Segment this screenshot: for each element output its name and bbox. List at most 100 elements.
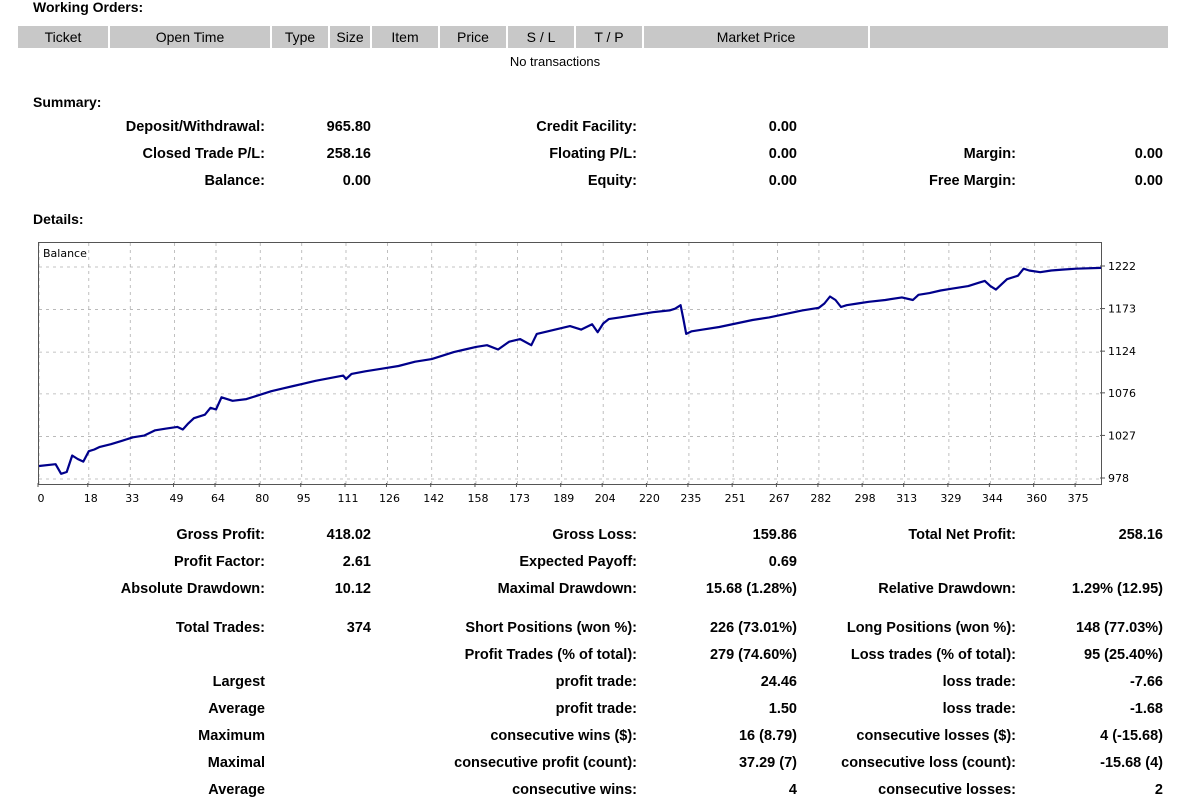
x-tick-label: 360 bbox=[1026, 492, 1047, 505]
stat-value: -1.68 bbox=[1129, 701, 1163, 717]
stat-label: Profit Trades (% of total): bbox=[464, 647, 637, 663]
balance-chart: Balance bbox=[38, 242, 1102, 485]
stat-label: Absolute Drawdown: bbox=[120, 581, 265, 597]
x-tick-label: 235 bbox=[680, 492, 701, 505]
stat-value: 2.61 bbox=[342, 554, 371, 570]
stat-label: Loss trades (% of total): bbox=[850, 647, 1016, 663]
stat-label: consecutive loss (count): bbox=[841, 755, 1016, 771]
stat-value: 0.69 bbox=[768, 554, 797, 570]
stat-value: 2 bbox=[1154, 782, 1163, 798]
x-tick-label: 95 bbox=[297, 492, 311, 505]
x-tick-label: 282 bbox=[810, 492, 831, 505]
y-tick-label: 978 bbox=[1108, 472, 1129, 485]
x-tick-label: 344 bbox=[982, 492, 1003, 505]
stat-label: Maximal Drawdown: bbox=[497, 581, 637, 597]
stat-label: Short Positions (won %): bbox=[465, 620, 637, 636]
stat-label: loss trade: bbox=[942, 701, 1016, 717]
x-tick-label: 49 bbox=[170, 492, 184, 505]
stat-value: 0.00 bbox=[768, 173, 797, 189]
stat-label: Total Net Profit: bbox=[908, 527, 1016, 543]
stat-label: consecutive losses: bbox=[878, 782, 1016, 798]
col-type[interactable]: Type bbox=[272, 26, 328, 48]
chart-axes: 0 18 33 49 64 80 95 111 126 142 158 173 189 204 220 235… bbox=[37, 260, 1136, 505]
x-tick-label: 375 bbox=[1068, 492, 1089, 505]
y-tick-label: 1173 bbox=[1108, 303, 1136, 316]
stat-label: profit trade: bbox=[555, 701, 637, 717]
stat-label: consecutive wins ($): bbox=[490, 728, 637, 744]
stat-value: -15.68 (4) bbox=[1100, 755, 1163, 771]
stat-value: 1.50 bbox=[768, 701, 797, 717]
stat-value: 374 bbox=[346, 620, 371, 636]
x-tick-label: 0 bbox=[38, 492, 45, 505]
col-extra bbox=[870, 26, 1168, 48]
balance-chart-svg: Balance bbox=[38, 243, 1102, 484]
x-tick-label: 64 bbox=[211, 492, 225, 505]
col-stop-loss[interactable]: S / L bbox=[508, 26, 574, 48]
stat-value: 4 (-15.68) bbox=[1100, 728, 1163, 744]
stat-label: loss trade: bbox=[942, 674, 1016, 690]
y-tick-label: 1027 bbox=[1108, 429, 1136, 442]
x-tick-label: 80 bbox=[255, 492, 269, 505]
stat-value: 279 (74.60%) bbox=[709, 647, 797, 663]
stat-value: 418.02 bbox=[326, 527, 371, 543]
stat-value: 37.29 (7) bbox=[738, 755, 797, 771]
col-size[interactable]: Size bbox=[330, 26, 370, 48]
stat-label: Margin: bbox=[963, 146, 1016, 162]
stat-label: Largest bbox=[212, 674, 265, 690]
col-ticket[interactable]: Ticket bbox=[18, 26, 108, 48]
stat-label: Closed Trade P/L: bbox=[142, 146, 265, 162]
stat-value: 965.80 bbox=[326, 119, 371, 135]
col-item[interactable]: Item bbox=[372, 26, 438, 48]
stat-label: Maximum bbox=[198, 728, 265, 744]
stat-value: 0.00 bbox=[768, 146, 797, 162]
x-tick-label: 173 bbox=[509, 492, 530, 505]
stat-label: Profit Factor: bbox=[173, 554, 265, 570]
stat-value: 1.29% (12.95) bbox=[1071, 581, 1163, 597]
x-tick-label: 18 bbox=[84, 492, 98, 505]
x-tick-label: 142 bbox=[423, 492, 444, 505]
stat-value: 4 bbox=[788, 782, 797, 798]
stat-label: Total Trades: bbox=[175, 620, 265, 636]
stat-value: 148 (77.03%) bbox=[1075, 620, 1163, 636]
stat-value: -7.66 bbox=[1129, 674, 1163, 690]
x-tick-label: 298 bbox=[855, 492, 876, 505]
x-tick-label: 313 bbox=[896, 492, 917, 505]
stat-value: 159.86 bbox=[752, 527, 797, 543]
stat-value: 0.00 bbox=[342, 173, 371, 189]
col-market-price[interactable]: Market Price bbox=[644, 26, 868, 48]
stat-value: 0.00 bbox=[768, 119, 797, 135]
stat-label: Free Margin: bbox=[928, 173, 1016, 189]
stat-label: Equity: bbox=[587, 173, 637, 189]
stat-label: Credit Facility: bbox=[536, 119, 637, 135]
x-tick-label: 251 bbox=[725, 492, 746, 505]
stat-label: Balance: bbox=[204, 173, 265, 189]
col-take-profit[interactable]: T / P bbox=[576, 26, 642, 48]
x-tick-label: 33 bbox=[125, 492, 139, 505]
stat-value: 226 (73.01%) bbox=[709, 620, 797, 636]
x-tick-label: 329 bbox=[940, 492, 961, 505]
stat-label: Floating P/L: bbox=[549, 146, 637, 162]
working-orders-title: Working Orders: bbox=[33, 0, 144, 15]
stat-label: Expected Payoff: bbox=[519, 554, 637, 570]
balance-series-line bbox=[38, 266, 1102, 475]
stat-value: 258.16 bbox=[326, 146, 371, 162]
x-tick-label: 126 bbox=[379, 492, 400, 505]
stat-label: Deposit/Withdrawal: bbox=[125, 119, 265, 135]
x-tick-label: 111 bbox=[337, 492, 358, 505]
stat-value: 258.16 bbox=[1118, 527, 1163, 543]
stat-label: consecutive losses ($): bbox=[856, 728, 1016, 744]
stat-value: 0.00 bbox=[1134, 146, 1163, 162]
y-tick-label: 1076 bbox=[1108, 387, 1136, 400]
stat-value: 95 (25.40%) bbox=[1084, 647, 1163, 663]
stat-label: profit trade: bbox=[555, 674, 637, 690]
x-tick-label: 267 bbox=[769, 492, 790, 505]
stat-label: Maximal bbox=[207, 755, 265, 771]
stat-value: 15.68 (1.28%) bbox=[705, 581, 797, 597]
col-price[interactable]: Price bbox=[440, 26, 506, 48]
col-open-time[interactable]: Open Time bbox=[110, 26, 270, 48]
stat-label: Relative Drawdown: bbox=[878, 581, 1016, 597]
stat-value: 10.12 bbox=[334, 581, 371, 597]
stat-label: Gross Loss: bbox=[552, 527, 637, 543]
x-tick-label: 220 bbox=[639, 492, 660, 505]
stat-value: 16 (8.79) bbox=[738, 728, 797, 744]
